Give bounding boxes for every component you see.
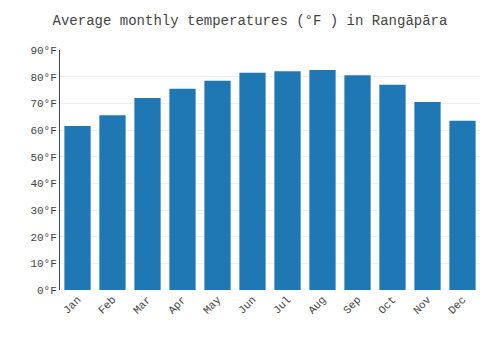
svg-text:20°F: 20°F [30,232,56,244]
svg-text:Mar: Mar [131,294,153,316]
svg-text:90°F: 90°F [30,45,56,57]
svg-text:Apr: Apr [166,294,188,316]
svg-text:70°F: 70°F [30,98,56,110]
svg-text:Dec: Dec [446,294,468,316]
svg-text:Average monthly temperatures (: Average monthly temperatures (°F ) in Ra… [53,13,448,29]
svg-text:40°F: 40°F [30,178,56,190]
svg-text:Sep: Sep [341,294,363,316]
svg-text:Nov: Nov [411,294,434,317]
svg-text:Jul: Jul [271,294,293,316]
svg-text:Feb: Feb [96,294,118,316]
svg-text:10°F: 10°F [30,258,56,270]
svg-text:Aug: Aug [306,294,328,316]
svg-text:30°F: 30°F [30,205,56,217]
svg-text:May: May [201,294,224,317]
svg-text:50°F: 50°F [30,152,56,164]
svg-text:Oct: Oct [376,294,398,316]
svg-text:60°F: 60°F [30,125,56,137]
svg-text:80°F: 80°F [30,72,56,84]
svg-text:Jun: Jun [236,294,258,316]
svg-text:0°F: 0°F [37,285,57,297]
svg-text:Jan: Jan [61,294,83,316]
